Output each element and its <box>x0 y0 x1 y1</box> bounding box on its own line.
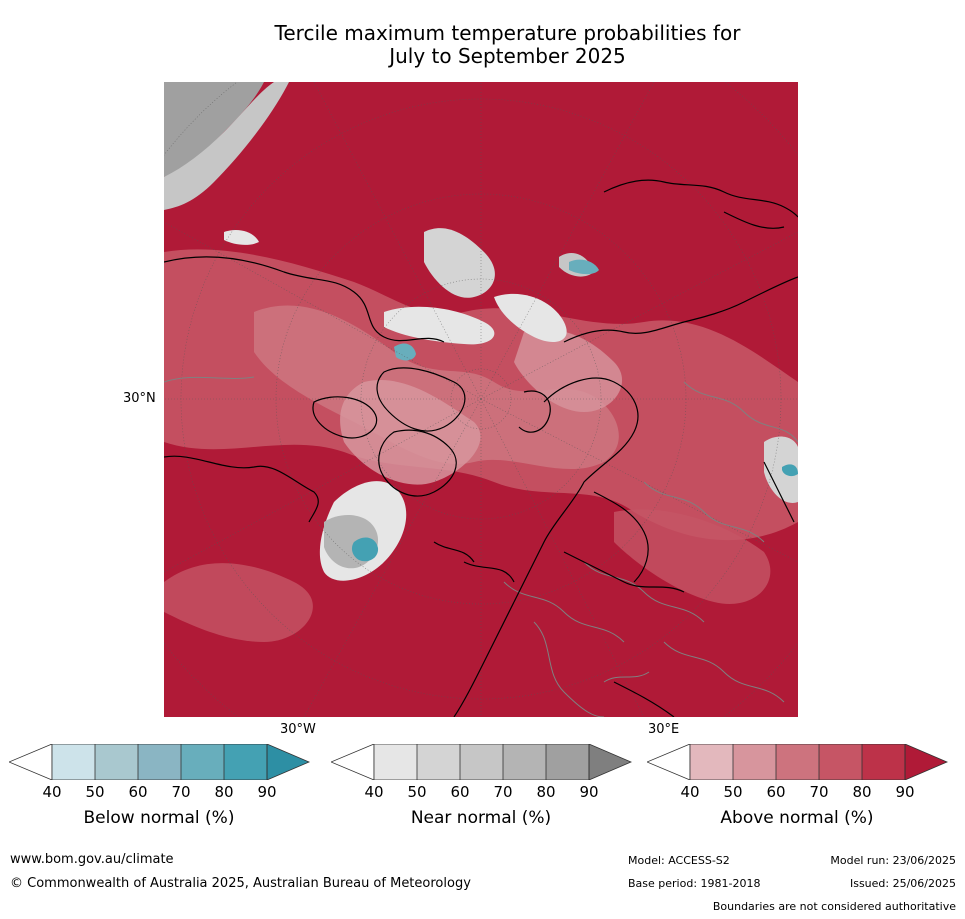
longitude-label-30w: 30°W <box>280 722 316 737</box>
graticule <box>164 82 798 717</box>
below-tick-40: 40 <box>42 783 62 801</box>
probability-shading <box>164 249 798 642</box>
probability-map <box>164 82 798 717</box>
below-normal-label: Below normal (%) <box>83 808 235 828</box>
longitude-label-30e: 30°E <box>648 722 680 737</box>
below-tick-80: 80 <box>214 783 234 801</box>
above-tick-90: 90 <box>895 783 915 801</box>
colorbar-below-normal <box>9 744 310 782</box>
near-tick-60: 60 <box>450 783 470 801</box>
map-title-line1: Tercile maximum temperature probabilitie… <box>274 21 741 45</box>
map-title-line2: July to September 2025 <box>389 44 626 68</box>
near-tick-80: 80 <box>536 783 556 801</box>
colorbar-near-graphic <box>331 744 632 780</box>
colorbar-near-normal <box>331 744 632 782</box>
near-normal-label: Near normal (%) <box>410 808 552 828</box>
below-tick-60: 60 <box>128 783 148 801</box>
boundaries-disclaimer: Boundaries are not considered authoritat… <box>712 900 956 913</box>
near-normal-regions <box>164 82 798 581</box>
near-tick-70: 70 <box>493 783 513 801</box>
below-tick-70: 70 <box>171 783 191 801</box>
near-tick-50: 50 <box>407 783 427 801</box>
below-normal-regions <box>351 259 798 562</box>
near-tick-90: 90 <box>579 783 599 801</box>
map-canvas <box>164 82 798 717</box>
country-borders <box>164 376 798 717</box>
model-name: Model: ACCESS-S2 <box>628 854 730 867</box>
model-run-date: Model run: 23/06/2025 <box>830 854 956 867</box>
map-title: Tercile maximum temperature probabilitie… <box>160 22 855 68</box>
above-tick-80: 80 <box>852 783 872 801</box>
coastlines <box>164 179 798 717</box>
issued-date: Issued: 25/06/2025 <box>849 877 956 890</box>
near-tick-40: 40 <box>364 783 384 801</box>
colorbar-below-graphic <box>9 744 310 780</box>
latitude-label-30n: 30°N <box>123 391 156 406</box>
website-link[interactable]: www.bom.gov.au/climate <box>10 852 174 867</box>
below-tick-90: 90 <box>257 783 277 801</box>
colorbar-above-graphic <box>647 744 948 780</box>
base-period: Base period: 1981-2018 <box>628 877 761 890</box>
above-tick-70: 70 <box>809 783 829 801</box>
colorbar-above-normal <box>647 744 948 782</box>
below-tick-50: 50 <box>85 783 105 801</box>
above-tick-60: 60 <box>766 783 786 801</box>
above-tick-50: 50 <box>723 783 743 801</box>
copyright-text: © Commonwealth of Australia 2025, Austra… <box>10 876 471 891</box>
above-normal-label: Above normal (%) <box>720 808 874 828</box>
above-tick-40: 40 <box>680 783 700 801</box>
